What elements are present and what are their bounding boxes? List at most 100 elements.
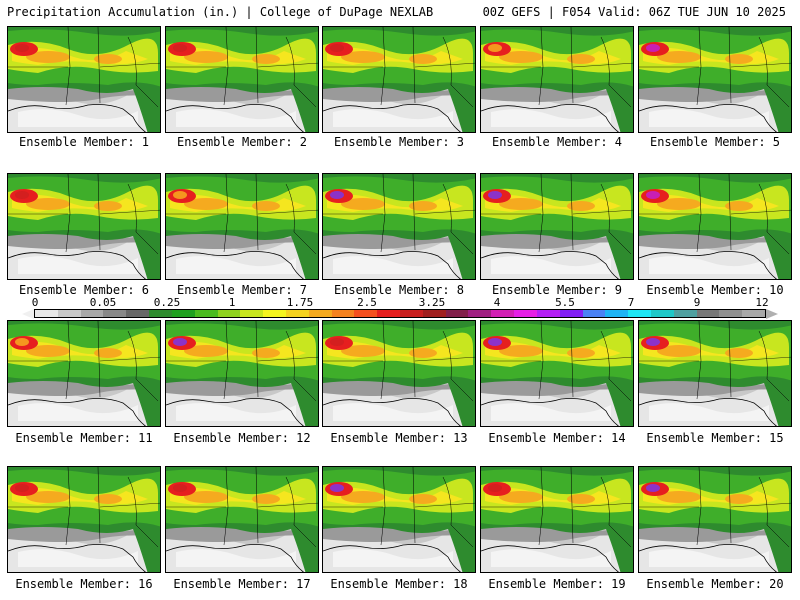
precip-map <box>166 174 318 279</box>
precip-map <box>8 174 160 279</box>
precip-max-core <box>488 44 502 52</box>
ensemble-member-label: Ensemble Member: 18 <box>330 577 468 591</box>
precip-max-core <box>15 44 29 52</box>
colorbar-swatch <box>445 310 469 317</box>
chart-title: Precipitation Accumulation (in.) | Colle… <box>7 5 434 19</box>
colorbar-swatch <box>194 310 218 317</box>
colorbar-swatch <box>536 310 560 317</box>
precip-map <box>8 467 160 572</box>
precip-map <box>323 27 475 132</box>
colorbar-swatch <box>263 310 286 317</box>
ensemble-panel-6 <box>7 173 161 280</box>
precip-map <box>8 27 160 132</box>
colorbar-tick-label: 1.75 <box>286 296 314 309</box>
ensemble-panel-1 <box>7 26 161 133</box>
ensemble-member-label: Ensemble Member: 10 <box>646 283 784 297</box>
colorbar-swatch <box>582 310 606 317</box>
ensemble-member-label: Ensemble Member: 7 <box>176 283 308 297</box>
colorbar-swatch <box>628 310 651 317</box>
precip-max-core <box>488 191 502 199</box>
colorbar-swatch <box>80 310 104 317</box>
ensemble-panel-12 <box>165 320 319 427</box>
colorbar-swatch <box>171 310 195 317</box>
precip-map <box>639 321 791 426</box>
precip-map <box>166 27 318 132</box>
precip-map <box>481 321 633 426</box>
colorbar-swatch <box>605 310 629 317</box>
ensemble-panel-8 <box>322 173 476 280</box>
precip-max-core <box>173 191 187 199</box>
colorbar-swatch <box>377 310 400 317</box>
colorbar-tick-label: 5.5 <box>555 296 575 309</box>
ensemble-panel-20 <box>638 466 792 573</box>
colorbar-swatch <box>719 310 743 317</box>
ensemble-panel-4 <box>480 26 634 133</box>
ensemble-panel-13 <box>322 320 476 427</box>
precip-max-core <box>330 338 344 346</box>
colorbar-tick-label: 1 <box>228 296 236 309</box>
precip-map <box>639 27 791 132</box>
colorbar-tick-label: 7 <box>627 296 635 309</box>
colorbar-swatch <box>559 310 583 317</box>
colorbar-swatch <box>240 310 264 317</box>
ensemble-member-label: Ensemble Member: 15 <box>646 431 784 445</box>
precip-max-core <box>15 338 29 346</box>
colorbar-swatch <box>217 310 241 317</box>
colorbar-swatch <box>285 310 309 317</box>
precip-map <box>481 467 633 572</box>
colorbar-swatch <box>57 310 81 317</box>
ensemble-member-label: Ensemble Member: 16 <box>15 577 153 591</box>
ensemble-member-label: Ensemble Member: 17 <box>173 577 311 591</box>
ensemble-member-label: Ensemble Member: 12 <box>173 431 311 445</box>
precip-map <box>481 27 633 132</box>
colorbar-tick-label: 3.25 <box>418 296 446 309</box>
ensemble-panel-7 <box>165 173 319 280</box>
colorbar-swatch <box>696 310 720 317</box>
colorbar-tick-label: 0.25 <box>153 296 181 309</box>
ensemble-panel-14 <box>480 320 634 427</box>
colorbar-swatches <box>34 309 766 318</box>
ensemble-member-label: Ensemble Member: 11 <box>15 431 153 445</box>
ensemble-panel-3 <box>322 26 476 133</box>
precip-max-core <box>173 44 187 52</box>
colorbar-swatch <box>126 310 150 317</box>
ensemble-member-label: Ensemble Member: 13 <box>330 431 468 445</box>
ensemble-member-label: Ensemble Member: 20 <box>646 577 784 591</box>
ensemble-member-label: Ensemble Member: 8 <box>333 283 465 297</box>
colorbar-swatch <box>514 310 537 317</box>
ensemble-member-label: Ensemble Member: 2 <box>176 135 308 149</box>
colorbar-swatch <box>149 310 172 317</box>
ensemble-member-label: Ensemble Member: 4 <box>491 135 623 149</box>
precip-max-core <box>330 484 344 492</box>
precip-max-core <box>173 484 187 492</box>
ensemble-panel-16 <box>7 466 161 573</box>
ensemble-panel-15 <box>638 320 792 427</box>
precip-max-core <box>646 338 660 346</box>
colorbar-left-arrow <box>22 309 34 319</box>
colorbar-swatch <box>354 310 378 317</box>
colorbar-swatch <box>35 310 58 317</box>
precip-max-core <box>330 191 344 199</box>
ensemble-panel-9 <box>480 173 634 280</box>
ensemble-member-label: Ensemble Member: 1 <box>18 135 150 149</box>
colorbar-swatch <box>422 310 446 317</box>
ensemble-member-label: Ensemble Member: 5 <box>649 135 781 149</box>
precip-max-core <box>646 44 660 52</box>
colorbar-tick-label: 12 <box>755 296 769 309</box>
ensemble-panel-17 <box>165 466 319 573</box>
colorbar-swatch <box>103 310 127 317</box>
precip-map <box>8 321 160 426</box>
ensemble-panel-11 <box>7 320 161 427</box>
colorbar-swatch <box>468 310 492 317</box>
ensemble-panel-2 <box>165 26 319 133</box>
precip-map <box>323 467 475 572</box>
colorbar-tick-label: 0.05 <box>89 296 117 309</box>
ensemble-panel-5 <box>638 26 792 133</box>
precip-max-core <box>330 44 344 52</box>
precip-map <box>166 467 318 572</box>
precip-max-core <box>646 191 660 199</box>
colorbar-tick-label: 9 <box>693 296 701 309</box>
ensemble-member-label: Ensemble Member: 19 <box>488 577 626 591</box>
ensemble-member-label: Ensemble Member: 6 <box>18 283 150 297</box>
precip-map <box>323 321 475 426</box>
